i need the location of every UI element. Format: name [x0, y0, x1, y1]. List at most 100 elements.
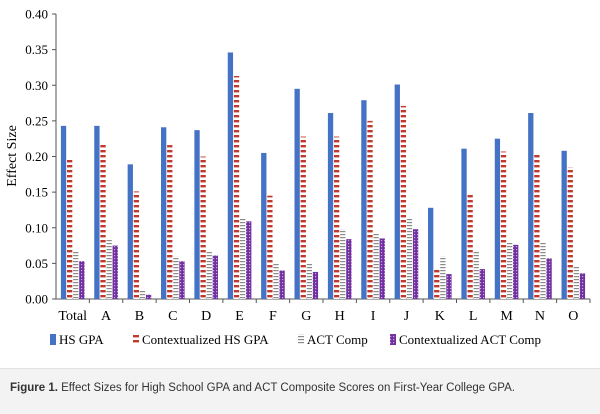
bar-hs-gpa-i — [361, 100, 367, 300]
bar-hs-gpa-o — [561, 150, 567, 299]
y-tick-label: 0.05 — [25, 256, 48, 271]
bar-hs-gpa-f — [261, 152, 267, 299]
bar-contextualized-hs-gpa-e — [233, 75, 240, 299]
bar-contextualized-hs-gpa-b — [133, 191, 140, 299]
bar-contextualized-act-comp-h — [346, 239, 352, 299]
x-tick-label: N — [535, 309, 545, 324]
bar-act-comp-m — [506, 242, 513, 299]
bar-contextualized-act-comp-m — [513, 244, 519, 299]
bar-act-comp-l — [473, 250, 479, 299]
bar-contextualized-hs-gpa-n — [534, 153, 540, 299]
bar-act-comp-b — [139, 290, 146, 299]
chart-area: Effect Size 0.00 0.05 0.10 0.15 0.20 0.25 0.30… — [5, 7, 591, 347]
x-tick-label: F — [269, 309, 277, 324]
bar-contextualized-act-comp-k — [446, 274, 452, 299]
legend-label: ACT Comp — [307, 332, 368, 347]
bar-hs-gpa-a — [94, 125, 100, 299]
caption-text: Effect Sizes for High School GPA and ACT… — [61, 382, 515, 394]
bar-act-comp-f — [273, 262, 279, 299]
legend: HS GPA Contextualized HS GPA ACT Comp Conte… — [50, 332, 541, 347]
bar-hs-gpa-e — [227, 52, 234, 299]
bar-hs-gpa-total — [60, 125, 67, 299]
y-tick-label: 0.00 — [25, 292, 48, 307]
bar-contextualized-hs-gpa-m — [500, 151, 507, 299]
bar-contextualized-hs-gpa-h — [333, 136, 340, 299]
bar-contextualized-hs-gpa-total — [66, 157, 73, 299]
y-tick-label: 0.30 — [25, 78, 48, 93]
bar-act-comp-i — [373, 232, 379, 299]
x-tick-label: M — [500, 309, 513, 324]
caption-label: Figure 1. — [10, 382, 58, 394]
bar-contextualized-act-comp-c — [179, 261, 185, 299]
y-tick-label: 0.35 — [25, 42, 48, 57]
bar-contextualized-hs-gpa-a — [100, 143, 106, 299]
bar-hs-gpa-c — [161, 127, 167, 299]
bar-hs-gpa-j — [394, 84, 400, 299]
y-axis-ticks: 0.00 0.05 0.10 0.15 0.20 0.25 0.30 0.35 0.40 — [25, 7, 56, 307]
legend-swatch — [390, 334, 396, 345]
bar-act-comp-k — [440, 256, 446, 299]
bar-contextualized-act-comp-g — [312, 271, 319, 299]
x-tick-label: A — [101, 309, 112, 324]
bar-act-comp-o — [573, 266, 580, 299]
bar-contextualized-hs-gpa-l — [467, 194, 473, 299]
bar-contextualized-hs-gpa-g — [300, 136, 306, 299]
bar-act-comp-c — [173, 256, 179, 299]
bar-contextualized-hs-gpa-i — [367, 120, 373, 299]
bar-hs-gpa-k — [428, 207, 434, 299]
legend-label: Contextualized HS GPA — [142, 332, 269, 347]
y-tick-label: 0.10 — [25, 220, 48, 235]
y-tick-label: 0.40 — [25, 7, 48, 22]
bar-act-comp-h — [340, 229, 346, 299]
legend-label: Contextualized ACT Comp — [399, 332, 541, 347]
bar-contextualized-hs-gpa-o — [567, 167, 573, 299]
bar-hs-gpa-g — [294, 88, 300, 299]
x-tick-label: L — [469, 309, 478, 324]
x-tick-label: J — [404, 309, 410, 324]
x-tick-label: H — [335, 309, 345, 324]
bar-act-comp-n — [540, 242, 546, 299]
bar-contextualized-hs-gpa-d — [200, 156, 206, 299]
bar-contextualized-act-comp-f — [279, 270, 285, 299]
bar-act-comp-total — [73, 250, 79, 299]
y-tick-label: 0.20 — [25, 149, 48, 164]
bar-contextualized-act-comp-i — [379, 238, 385, 299]
x-tick-label: O — [568, 309, 578, 324]
bar-hs-gpa-b — [127, 164, 133, 299]
x-tick-label: C — [168, 309, 177, 324]
y-tick-label: 0.25 — [25, 113, 48, 128]
bar-contextualized-act-comp-o — [579, 273, 586, 299]
legend-swatch — [133, 334, 139, 345]
bar-contextualized-hs-gpa-c — [167, 145, 173, 299]
x-tick-label: D — [201, 309, 211, 324]
x-tick-label: B — [135, 309, 144, 324]
bar-hs-gpa-m — [494, 138, 501, 299]
legend-swatch — [50, 334, 56, 345]
x-tick-label: Total — [58, 309, 87, 324]
bar-contextualized-act-comp-d — [212, 255, 218, 299]
bar-hs-gpa-h — [327, 113, 334, 299]
bar-contextualized-hs-gpa-k — [434, 268, 440, 299]
bar-act-comp-j — [406, 218, 413, 299]
bar-contextualized-act-comp-l — [479, 269, 485, 299]
bar-chart: Effect Size 0.00 0.05 0.10 0.15 0.20 0.25 0.30… — [5, 7, 591, 347]
bar-hs-gpa-n — [528, 113, 534, 299]
bar-contextualized-hs-gpa-j — [400, 105, 407, 299]
legend-swatch — [298, 334, 304, 345]
figure-caption: Figure 1. Effect Sizes for High School G… — [0, 368, 600, 414]
x-tick-label: I — [371, 309, 376, 324]
bar-contextualized-act-comp-a — [112, 245, 118, 299]
bar-contextualized-act-comp-n — [546, 258, 552, 299]
bar-act-comp-e — [239, 218, 246, 299]
bar-act-comp-d — [206, 250, 212, 299]
bar-series — [60, 52, 586, 300]
bar-contextualized-hs-gpa-f — [267, 195, 273, 299]
x-tick-label: G — [301, 309, 311, 324]
x-tick-label: K — [435, 309, 445, 324]
y-axis-label: Effect Size — [5, 125, 20, 187]
legend-label: HS GPA — [59, 332, 104, 347]
bar-hs-gpa-d — [194, 130, 200, 299]
bar-act-comp-a — [106, 239, 112, 299]
x-tick-label: E — [235, 309, 244, 324]
bar-act-comp-g — [306, 263, 313, 299]
